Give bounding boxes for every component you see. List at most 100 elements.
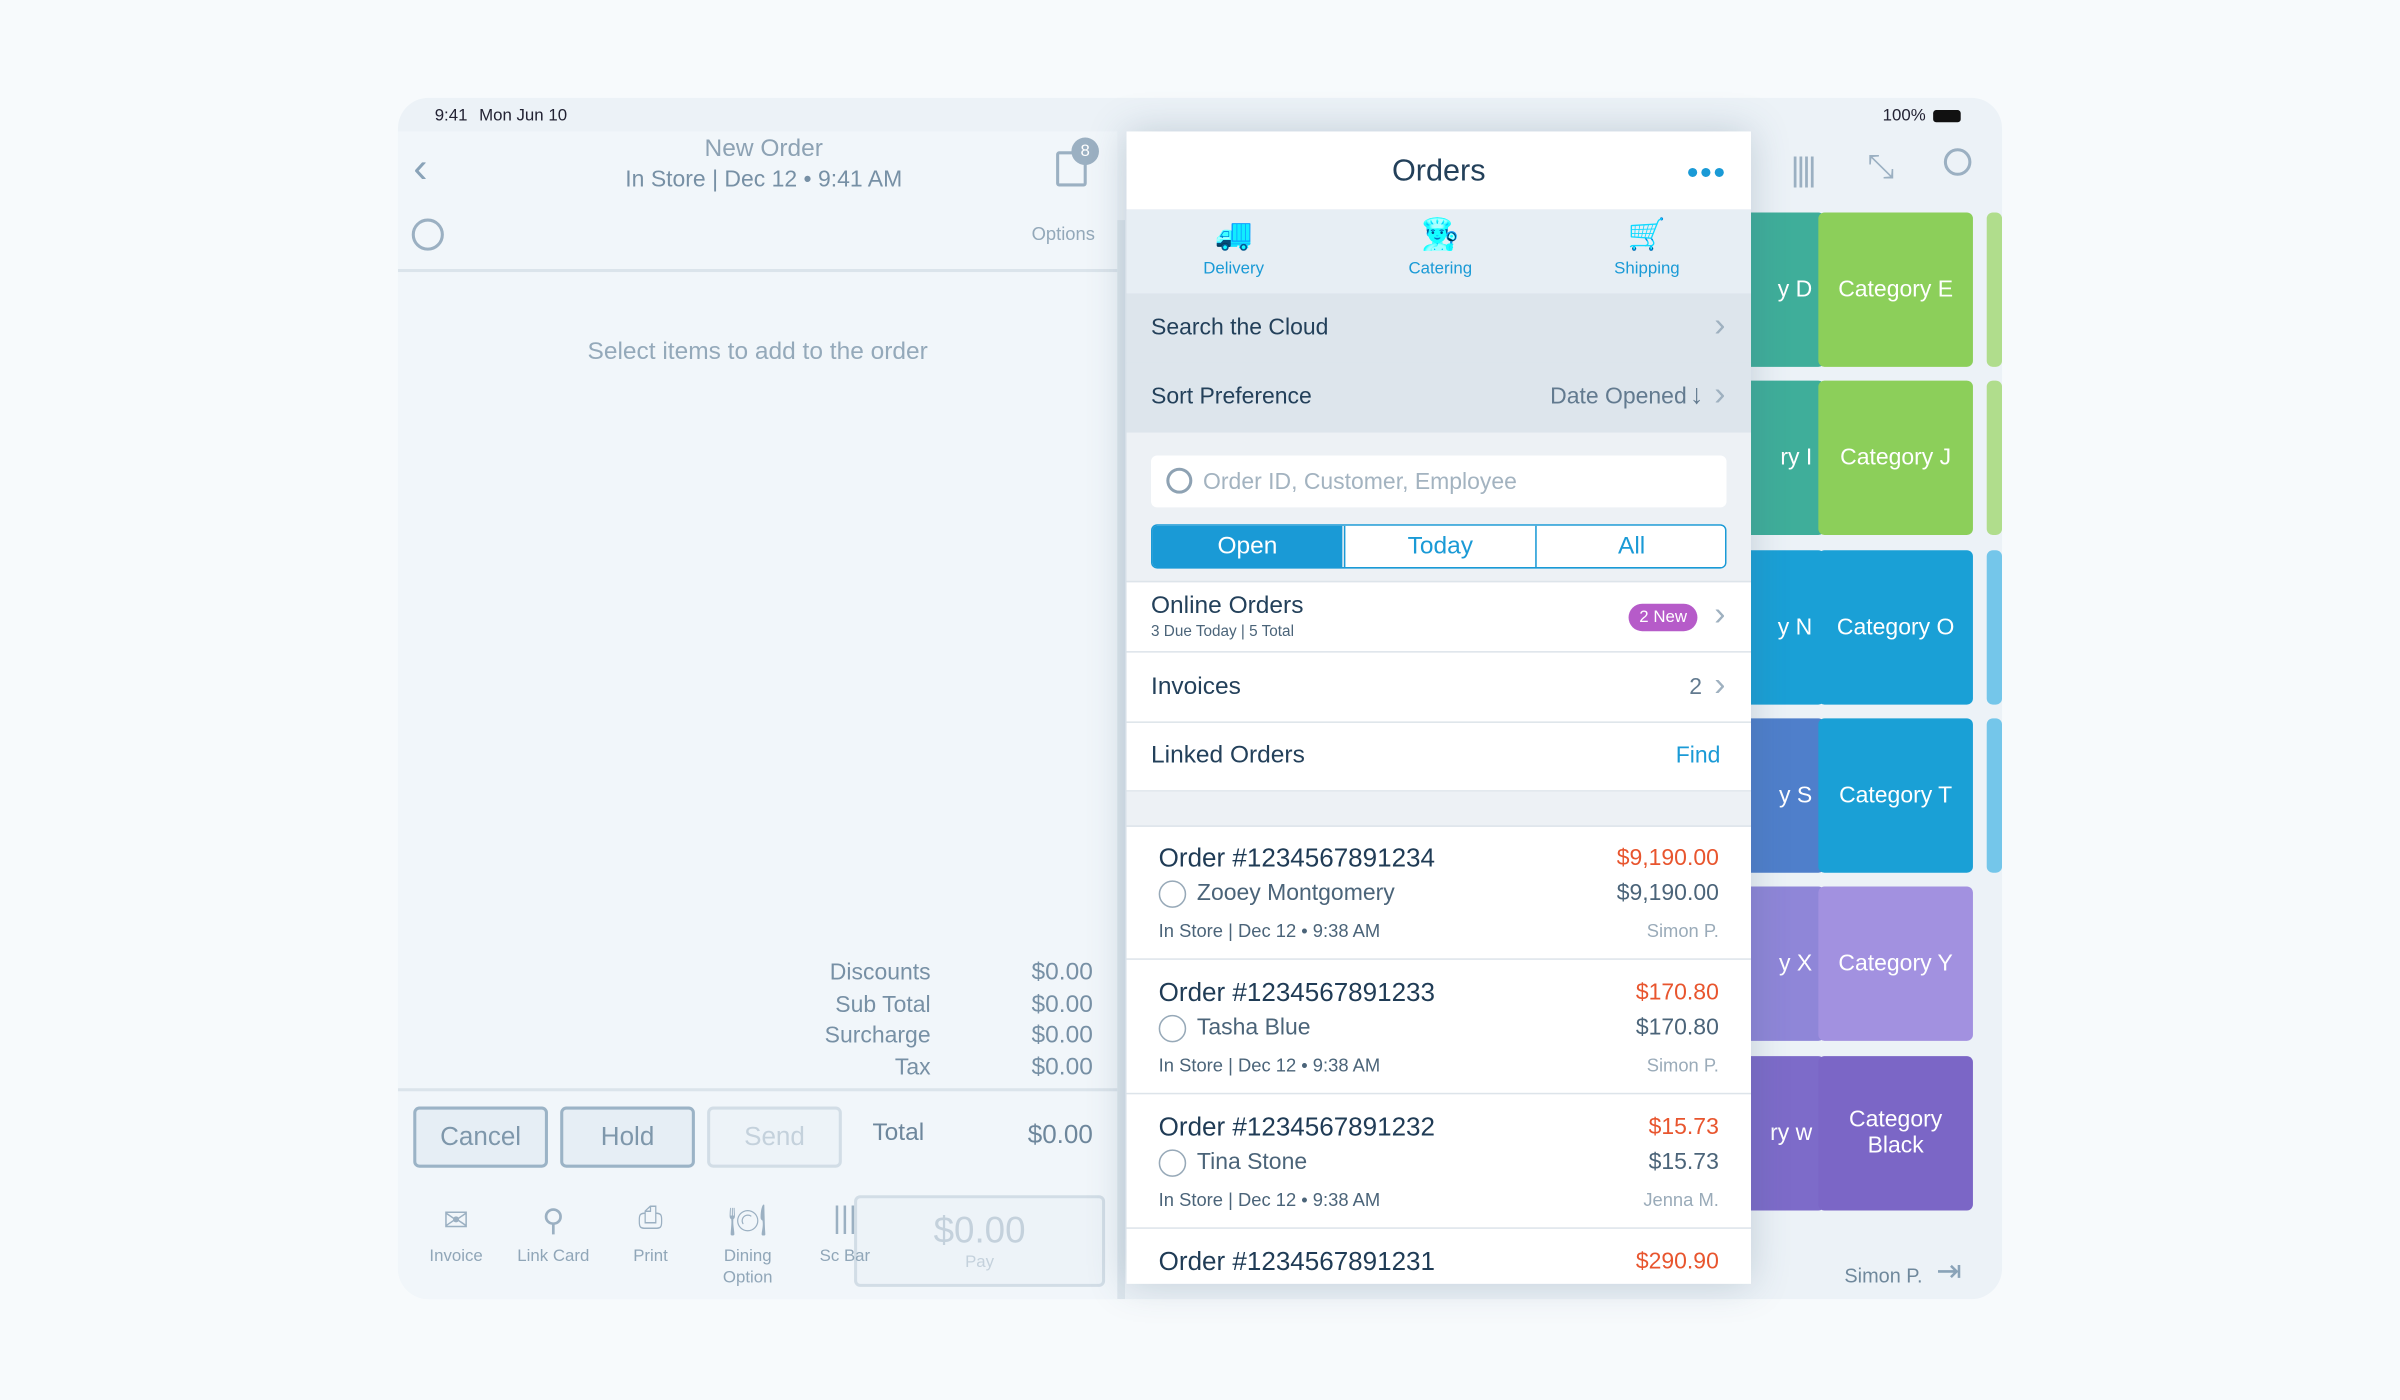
order-panel xyxy=(397,131,1118,1300)
toolbar-label[interactable]: Invoice xyxy=(429,1247,483,1266)
category-tile[interactable]: Category E xyxy=(1818,212,1973,367)
pay-button[interactable]: $0.00 Pay xyxy=(854,1195,1106,1287)
category-tile[interactable] xyxy=(1986,718,2003,873)
user: Simon P. xyxy=(1844,1263,1923,1287)
button[interactable]: Send xyxy=(707,1106,842,1168)
battery-text: 100% xyxy=(1882,106,1926,126)
order-title: New Order xyxy=(704,136,823,163)
order-row[interactable]: Order #1234567891233 $170.80 Tasha Blue $17… xyxy=(1126,960,1752,1095)
online-title: Online Orders xyxy=(1151,593,1304,620)
online-sub: 3 Due Today | 5 Total xyxy=(1151,623,1294,641)
segment[interactable]: All xyxy=(1535,525,1725,568)
empty-message: Select items to add to the order xyxy=(587,339,928,366)
total-row-label: Sub Total xyxy=(835,991,931,1018)
options[interactable]: Options xyxy=(1031,223,1095,245)
tabs: 🚚 Delivery 👨‍🍳 Catering 🛒 Shipping xyxy=(1126,209,1752,295)
toolbar-label[interactable]: Print xyxy=(633,1247,668,1266)
more[interactable]: ••• xyxy=(1686,152,1727,192)
customer-icon[interactable] xyxy=(411,218,444,251)
invoices[interactable]: Invoices 2 › xyxy=(1126,653,1752,723)
category-tile[interactable]: Category T xyxy=(1818,718,1973,873)
order-total: $170.80 xyxy=(1635,1014,1719,1041)
chevron: › xyxy=(1714,305,1726,344)
category-tile[interactable] xyxy=(1986,212,2003,367)
order-meta: In Store | Dec 12 • 9:38 AM xyxy=(1158,1189,1381,1211)
order-subtitle: In Store | Dec 12 • 9:41 AM xyxy=(625,166,903,193)
expand-icon[interactable]: ⤡ xyxy=(1867,146,1895,185)
search-icon[interactable] xyxy=(1943,148,1972,176)
sort-label: Sort Preference xyxy=(1151,383,1312,410)
category-tile[interactable] xyxy=(1986,549,2003,704)
segmented-control: Open Today All xyxy=(1151,524,1727,569)
tab-label[interactable]: Shipping xyxy=(1614,259,1680,279)
search-icon xyxy=(1166,467,1193,494)
category-tile[interactable]: Category J xyxy=(1818,381,1973,536)
tab-icon[interactable]: 🚚 xyxy=(1214,218,1253,253)
toolbar-label[interactable]: Dining Option xyxy=(722,1247,773,1287)
order-row[interactable]: Order #1234567891232 $15.73 Tina Stone $15.… xyxy=(1126,1094,1752,1229)
customer: Tasha Blue xyxy=(1196,1014,1311,1041)
pay-label: Pay xyxy=(965,1253,995,1272)
category-tile[interactable]: Category Black xyxy=(1818,1055,1973,1210)
order-id: Order #1234567891231 xyxy=(1158,1247,1436,1277)
customer-icon xyxy=(1158,1149,1187,1177)
segment[interactable]: Today xyxy=(1343,525,1536,568)
barcode-icon[interactable]: |||| xyxy=(1790,149,1817,188)
popover-title: Orders xyxy=(1126,131,1752,211)
order-due: $290.90 xyxy=(1635,1248,1719,1275)
order-meta: In Store | Dec 12 • 9:38 AM xyxy=(1158,920,1381,942)
button[interactable]: Hold xyxy=(560,1106,695,1168)
toolbar-icon[interactable]: ||| xyxy=(832,1201,857,1235)
order-due: $15.73 xyxy=(1648,1114,1719,1141)
search-input[interactable]: Order ID, Customer, Employee xyxy=(1151,455,1727,508)
search-cloud-label: Search the Cloud xyxy=(1151,314,1329,341)
linked-action[interactable]: Find xyxy=(1675,742,1721,769)
linked-orders[interactable]: Linked Orders Find xyxy=(1126,721,1752,792)
employee: Jenna M. xyxy=(1643,1189,1719,1211)
toolbar-icon[interactable]: ⎙ xyxy=(638,1201,663,1235)
total-row-value: $0.00 xyxy=(1031,959,1093,986)
toolbar-icon[interactable]: ⚲ xyxy=(542,1204,565,1239)
invoices-count: 2 xyxy=(1689,674,1703,701)
employee: Simon P. xyxy=(1646,920,1719,942)
customer: Tina Stone xyxy=(1196,1149,1308,1176)
total-value: $0.00 xyxy=(1027,1120,1093,1150)
online-orders[interactable]: Online Orders 3 Due Today | 5 Total 2 Ne… xyxy=(1126,581,1752,653)
divider xyxy=(1117,220,1125,1300)
button[interactable]: Cancel xyxy=(413,1106,548,1168)
sort-value: Date Opened xyxy=(1550,383,1687,410)
customer-icon xyxy=(1158,880,1187,908)
category-tile[interactable] xyxy=(1986,381,2003,536)
category-tile[interactable]: Category O xyxy=(1818,549,1973,704)
order-row[interactable]: Order #1234567891231 $290.90 xyxy=(1127,1229,1751,1284)
total-row-value: $0.00 xyxy=(1031,1053,1093,1080)
pay-amount: $0.00 xyxy=(933,1210,1026,1252)
tab-label[interactable]: Catering xyxy=(1408,259,1473,279)
linked-label: Linked Orders xyxy=(1151,742,1305,769)
back[interactable]: ‹ xyxy=(413,143,428,192)
order-total: $15.73 xyxy=(1648,1149,1719,1176)
total-row-label: Discounts xyxy=(829,959,931,986)
sort[interactable]: Sort Preference Date Opened ↓ › xyxy=(1126,362,1752,435)
filter-area: Order ID, Customer, Employee Open Today Al… xyxy=(1126,432,1752,583)
toolbar-icon[interactable]: ✉ xyxy=(443,1204,469,1239)
search-cloud[interactable]: Search the Cloud › xyxy=(1126,293,1752,364)
tab-label[interactable]: Delivery xyxy=(1203,259,1265,279)
search-placeholder: Order ID, Customer, Employee xyxy=(1203,469,1517,496)
divider xyxy=(397,268,1118,273)
tab-icon[interactable]: 🛒 xyxy=(1627,218,1666,253)
total-label: Total xyxy=(872,1120,925,1147)
logout[interactable]: ⇥ xyxy=(1936,1254,1962,1289)
toolbar-icon[interactable]: 🍽 xyxy=(728,1204,768,1239)
segment[interactable]: Open xyxy=(1152,525,1343,568)
battery-icon xyxy=(1933,110,1961,123)
toolbar-label[interactable]: Sc Bar xyxy=(819,1247,871,1266)
category-tile[interactable]: Category Y xyxy=(1818,886,1973,1042)
order-row[interactable]: Order #1234567891234 $9,190.00 Zooey Montg… xyxy=(1126,825,1752,960)
spacer xyxy=(1126,791,1752,827)
order-id: Order #1234567891233 xyxy=(1158,978,1436,1008)
tab-icon[interactable]: 👨‍🍳 xyxy=(1421,218,1460,253)
toolbar-label[interactable]: Link Card xyxy=(517,1247,590,1266)
